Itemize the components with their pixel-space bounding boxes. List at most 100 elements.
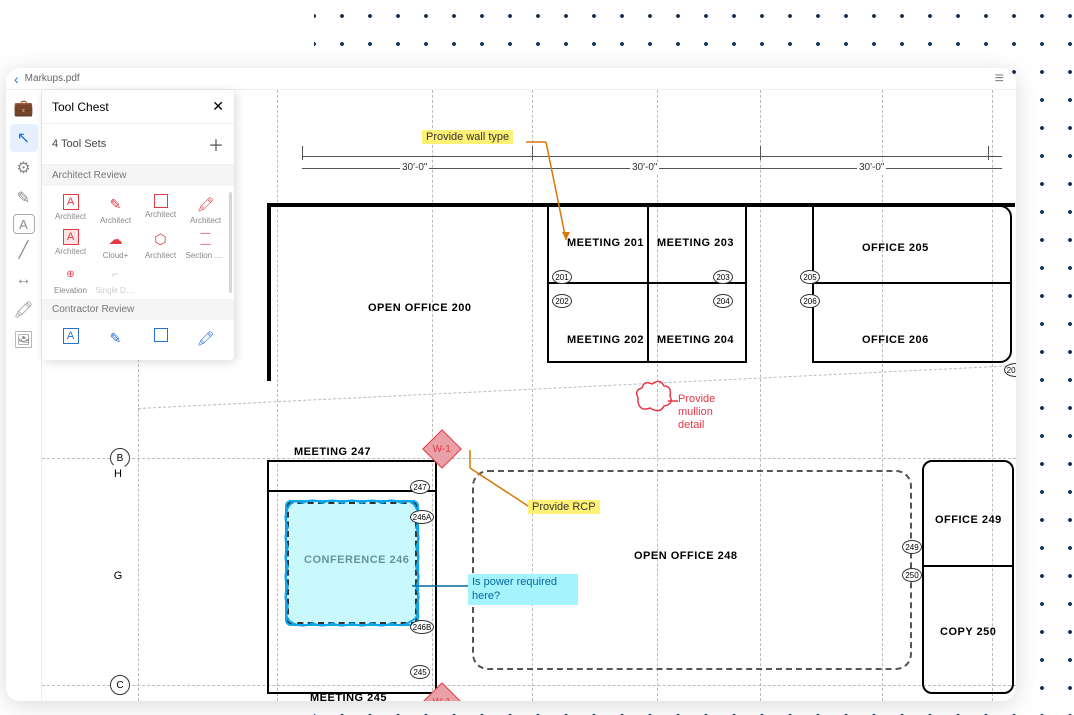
- room-label: OPEN OFFICE 248: [634, 550, 737, 562]
- hexagon-icon: ⬡: [151, 229, 171, 249]
- door-tag: 245: [410, 665, 430, 679]
- tool-item[interactable]: ⊕Elevation: [48, 264, 93, 295]
- square-icon: [154, 194, 168, 208]
- tool-item[interactable]: ⬡Architect: [138, 229, 183, 260]
- room-label: MEETING 245: [310, 692, 387, 701]
- section-contractor-review[interactable]: Contractor Review: [42, 299, 234, 320]
- pen-icon: ✎: [106, 328, 126, 348]
- text-box-icon: A: [63, 328, 79, 344]
- tool-pen-icon[interactable]: ✎: [10, 184, 38, 212]
- tool-gear-icon[interactable]: ⚙: [10, 154, 38, 182]
- leader-line: [668, 396, 678, 406]
- room-label: OFFICE 249: [935, 514, 1002, 526]
- sketch-cloud-markup[interactable]: [287, 502, 417, 624]
- tool-item[interactable]: ⌐Single Do…: [93, 264, 138, 295]
- section-architect-review[interactable]: Architect Review: [42, 165, 234, 186]
- wall: [922, 565, 1014, 567]
- tool-measure-icon[interactable]: ↔: [10, 266, 38, 294]
- tool-briefcase-icon[interactable]: 💼: [10, 94, 38, 122]
- callout-text: Provide mullion detail: [678, 393, 734, 433]
- dim-tick: [760, 146, 761, 160]
- room-label: MEETING 204: [657, 334, 734, 346]
- room-label: MEETING 247: [294, 446, 371, 458]
- callout-power[interactable]: Is power required here?: [468, 574, 578, 605]
- door-tag: 205: [800, 270, 820, 284]
- dim-tick: [302, 146, 303, 160]
- tool-image-icon[interactable]: 🖼: [10, 326, 38, 354]
- door-tag: 207B: [1004, 363, 1016, 377]
- leader-line: [500, 142, 580, 242]
- add-toolset-icon[interactable]: ＋: [208, 132, 224, 156]
- tool-highlighter-icon[interactable]: 🖍: [10, 296, 38, 324]
- door-tag: 206: [800, 294, 820, 308]
- room-label: MEETING 202: [567, 334, 644, 346]
- tool-chest-panel: Tool Chest ✕ 4 Tool Sets ＋ Architect Rev…: [42, 90, 234, 360]
- door-tag: 203: [713, 270, 733, 284]
- tool-grid-contractor: A ✎ 🖍: [42, 320, 234, 360]
- wall: [647, 205, 649, 363]
- pen-icon: ✎: [106, 194, 126, 214]
- tool-sets-label: 4 Tool Sets: [52, 138, 106, 150]
- tool-item[interactable]: Architect: [138, 194, 183, 225]
- leader-line: [462, 450, 602, 508]
- leader-line: [412, 584, 472, 588]
- grid-line: [42, 685, 1016, 686]
- tool-grid-architect: AArchitect ✎Architect Architect 🖍Archite…: [42, 186, 234, 299]
- tool-cursor-icon[interactable]: ↖: [10, 124, 38, 152]
- room-block: [922, 460, 1014, 694]
- grid-bubble-c: C: [110, 675, 130, 695]
- door-tag: 204: [713, 294, 733, 308]
- titlebar: ‹ Markups.pdf ≡: [6, 68, 1016, 90]
- room-label: OFFICE 206: [862, 334, 929, 346]
- tool-item[interactable]: 🖍: [183, 328, 228, 350]
- tool-item[interactable]: AArchitect: [48, 229, 93, 260]
- tool-item[interactable]: AArchitect: [48, 194, 93, 225]
- tool-item[interactable]: 🖍Architect: [183, 194, 228, 225]
- room-label: COPY 250: [940, 626, 996, 638]
- panel-title: Tool Chest: [52, 100, 212, 114]
- door-tag: 246A: [410, 510, 434, 524]
- document-filename: Markups.pdf: [25, 73, 80, 84]
- callout-mullion[interactable]: Provide mullion detail: [674, 392, 738, 434]
- highlighter-icon: 🖍: [196, 194, 216, 214]
- door-tag: 246B: [410, 620, 434, 634]
- dim-tick: [988, 146, 989, 160]
- section-icon: — —: [196, 229, 216, 249]
- door-tag: 201: [552, 270, 572, 284]
- tool-item[interactable]: — —Section D…: [183, 229, 228, 260]
- cloud-icon: ☁: [106, 229, 126, 249]
- door-tag: 249: [902, 540, 922, 554]
- tool-item[interactable]: ✎Architect: [93, 194, 138, 225]
- back-icon[interactable]: ‹: [14, 71, 19, 87]
- tool-item[interactable]: ✎: [93, 328, 138, 350]
- cloud-border: [283, 498, 421, 628]
- grid-bubble-h: H: [108, 464, 128, 484]
- dimension-text: 30'-0": [857, 162, 886, 173]
- tool-item[interactable]: ☁Cloud+: [93, 229, 138, 260]
- door-tag: 202: [552, 294, 572, 308]
- dimension-text: 30'-0": [400, 162, 429, 173]
- text-fill-icon: A: [63, 229, 79, 245]
- room-label: OPEN OFFICE 200: [368, 302, 471, 314]
- room-label: OFFICE 205: [862, 242, 929, 254]
- door-tag: 247: [410, 480, 430, 494]
- section-marker-label: W-1: [433, 697, 451, 702]
- app-window: ‹ Markups.pdf ≡ 💼 ↖ ⚙ ✎ A ╱ ↔ 🖍 🖼: [6, 68, 1016, 701]
- tool-text-icon[interactable]: A: [13, 214, 35, 234]
- tool-line-icon[interactable]: ╱: [10, 236, 38, 264]
- menu-icon[interactable]: ≡: [995, 70, 1004, 88]
- scrollbar[interactable]: [229, 192, 232, 293]
- dimension-text: 30'-0": [630, 162, 659, 173]
- room-label: MEETING 203: [657, 237, 734, 249]
- close-icon[interactable]: ✕: [212, 98, 224, 115]
- dimension-line: [302, 156, 1002, 157]
- text-box-icon: A: [63, 194, 79, 210]
- wall: [812, 282, 1012, 284]
- tool-item[interactable]: A: [48, 328, 93, 350]
- square-icon: [154, 328, 168, 342]
- tool-item[interactable]: [138, 328, 183, 350]
- elevation-icon: ⊕: [61, 264, 81, 284]
- door-tag: 250: [902, 568, 922, 582]
- section-marker-label: W-1: [433, 444, 451, 455]
- grid-bubble-g: G: [108, 566, 128, 586]
